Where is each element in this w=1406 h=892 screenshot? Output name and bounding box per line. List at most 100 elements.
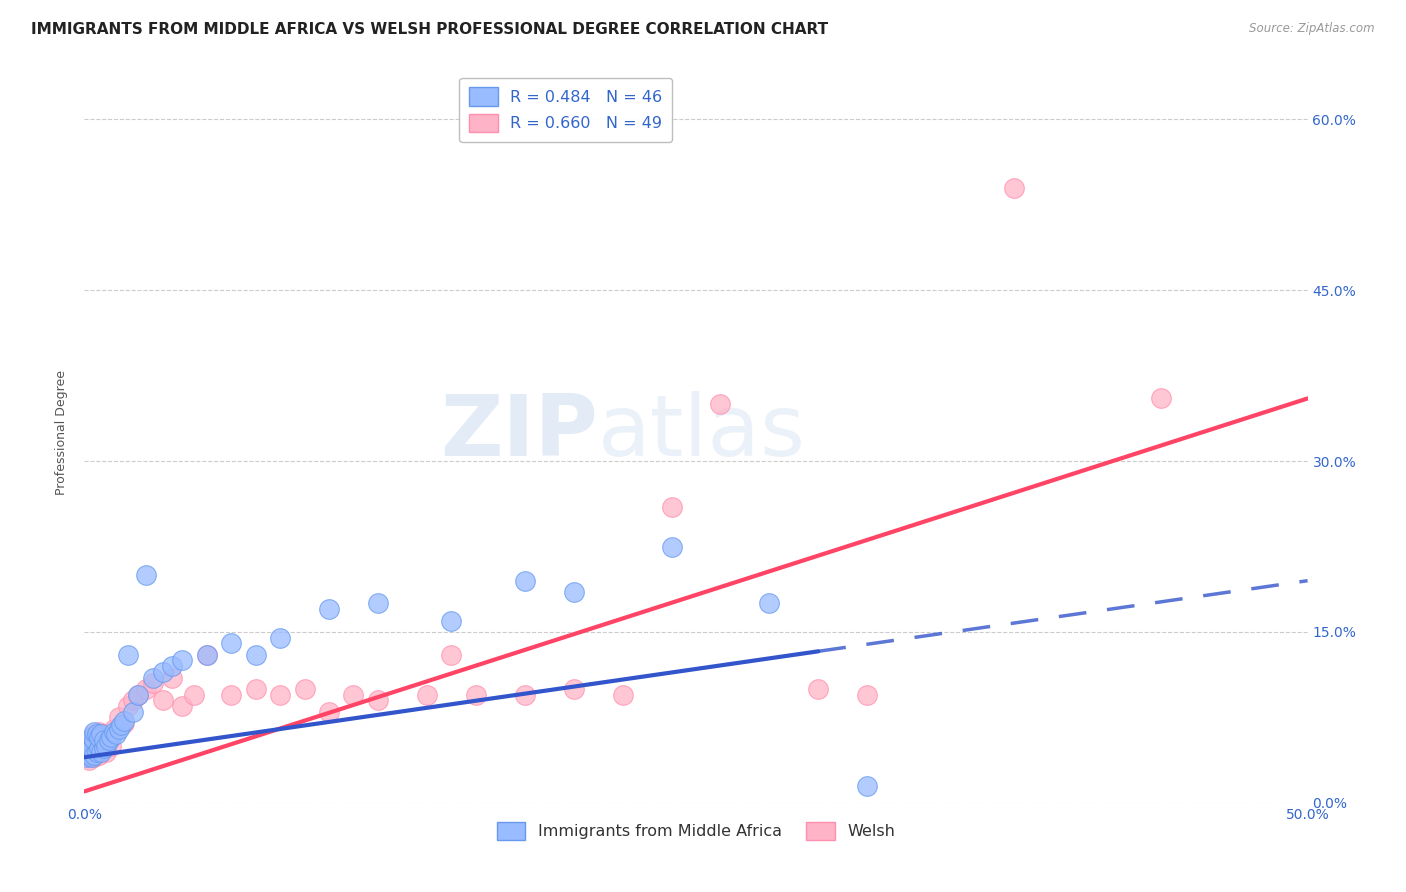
Point [122,705,145,719]
Legend: Immigrants from Middle Africa, Welsh: Immigrants from Middle Africa, Welsh [491,815,901,847]
Point [195,648,218,662]
Point [183,688,205,702]
Point [77,733,100,747]
Point [86,727,108,741]
Point [127,688,149,702]
Point [77,733,100,747]
Point [80,741,103,756]
Point [87,725,110,739]
Text: Source: ZipAtlas.com: Source: ZipAtlas.com [1250,22,1375,36]
Point [87,730,110,744]
Point [856,779,879,793]
Point [172,653,194,667]
Point [80,747,103,762]
Point [93,727,115,741]
Point [76,739,98,753]
Point [709,397,731,411]
Point [122,693,145,707]
Point [416,688,439,702]
Text: IMMIGRANTS FROM MIDDLE AFRICA VS WELSH PROFESSIONAL DEGREE CORRELATION CHART: IMMIGRANTS FROM MIDDLE AFRICA VS WELSH P… [31,22,828,37]
Point [245,648,267,662]
Point [97,730,120,744]
Point [219,636,242,650]
Point [90,727,112,741]
Point [112,716,135,731]
Point [107,710,129,724]
Point [142,671,165,685]
Point [77,747,100,762]
Point [219,688,242,702]
Point [612,688,634,702]
Point [96,745,118,759]
Y-axis label: Professional Degree: Professional Degree [55,370,69,495]
Point [269,631,291,645]
Point [127,688,149,702]
Point [107,722,129,736]
Point [86,733,108,747]
Point [162,671,184,685]
Point [80,750,103,764]
Point [100,739,122,753]
Point [93,741,115,756]
Point [162,659,184,673]
Point [142,676,165,690]
Point [80,730,103,744]
Point [513,574,536,588]
Point [172,698,194,713]
Point [440,614,463,628]
Point [152,665,174,679]
Point [807,681,830,696]
Point [1150,392,1173,406]
Point [76,750,98,764]
Point [294,681,316,696]
Point [367,693,389,707]
Point [76,750,98,764]
Point [117,648,139,662]
Point [83,750,105,764]
Point [110,718,132,732]
Point [90,741,112,756]
Point [269,688,291,702]
Point [318,705,340,719]
Point [135,568,157,582]
Point [87,747,110,762]
Point [105,727,128,741]
Point [76,739,98,753]
Point [80,730,103,744]
Text: atlas: atlas [598,391,806,475]
Point [440,648,463,662]
Point [93,733,115,747]
Point [135,681,157,696]
Point [96,739,118,753]
Point [245,681,267,696]
Point [562,585,585,599]
Point [83,747,105,762]
Point [367,597,389,611]
Point [97,733,120,747]
Point [1002,180,1025,194]
Point [77,752,100,766]
Point [87,741,110,756]
Text: ZIP: ZIP [440,391,598,475]
Point [342,688,364,702]
Point [100,730,122,744]
Point [86,745,108,759]
Point [562,681,585,696]
Point [195,648,218,662]
Point [464,688,486,702]
Point [83,727,105,741]
Point [758,597,780,611]
Point [103,725,125,739]
Point [152,693,174,707]
Point [112,714,135,728]
Point [661,500,683,514]
Point [83,733,105,747]
Point [90,745,112,759]
Point [318,602,340,616]
Point [661,540,683,554]
Point [513,688,536,702]
Point [86,745,108,759]
Point [117,698,139,713]
Point [856,688,879,702]
Point [103,722,125,736]
